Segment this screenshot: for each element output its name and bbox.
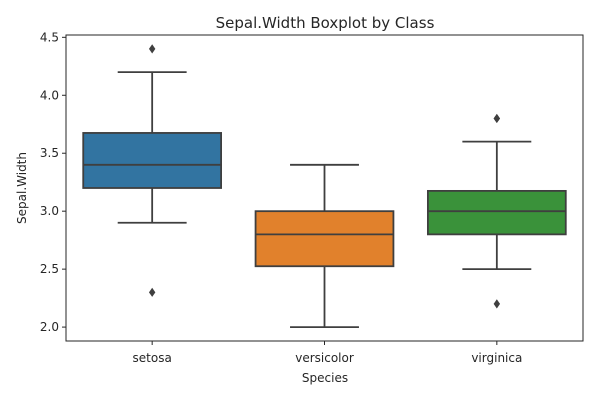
x-tick-label: virginica	[471, 351, 522, 365]
iqr-box	[254, 210, 395, 268]
y-axis-label: Sepal.Width	[15, 152, 29, 224]
outlier-point	[148, 287, 156, 297]
x-tick-label: versicolor	[295, 351, 354, 365]
x-axis-label: Species	[302, 371, 348, 385]
y-tick-label: 2.0	[40, 320, 59, 334]
plot-frame	[65, 34, 584, 342]
y-tick-label: 4.5	[40, 30, 59, 44]
y-tick-label: 4.0	[40, 88, 59, 102]
chart-title: Sepal.Width Boxplot by Class	[216, 14, 435, 32]
outlier-point	[148, 44, 156, 54]
y-axis: 2.0 2.5 3.0 3.5 4.0 4.5	[40, 30, 66, 334]
outlier-point	[493, 113, 501, 124]
plot-area	[82, 44, 567, 328]
iqr-box	[426, 189, 567, 236]
y-tick-label: 3.0	[40, 204, 59, 218]
x-axis: setosa versicolor virginica	[133, 341, 522, 365]
box-virginica	[426, 113, 567, 309]
y-tick-label: 3.5	[40, 146, 59, 160]
outlier-point	[493, 299, 501, 309]
box-setosa	[82, 44, 222, 297]
x-tick-label: setosa	[133, 351, 172, 365]
iqr-box	[82, 132, 222, 189]
box-versicolor	[254, 163, 395, 328]
y-tick-label: 2.5	[40, 262, 59, 276]
